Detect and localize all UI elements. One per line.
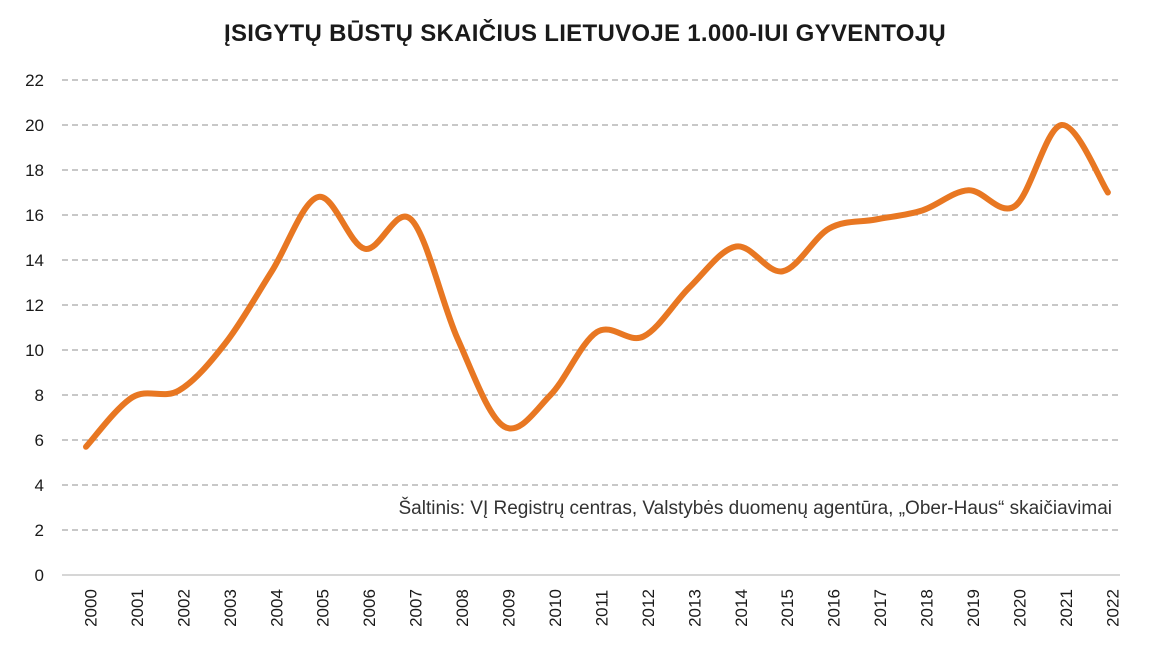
- x-tick-label: 2013: [685, 589, 704, 627]
- y-tick-label: 20: [25, 116, 44, 135]
- x-tick-label: 2019: [964, 589, 983, 627]
- y-tick-label: 4: [35, 476, 44, 495]
- x-tick-label: 2015: [778, 589, 797, 627]
- x-tick-label: 2016: [825, 589, 844, 627]
- chart-title: ĮSIGYTŲ BŪSTŲ SKAIČIUS LIETUVOJE 1.000-I…: [224, 20, 946, 47]
- y-tick-label: 6: [35, 431, 44, 450]
- y-tick-label: 0: [35, 566, 44, 585]
- x-tick-label: 2009: [500, 589, 519, 627]
- y-tick-label: 12: [25, 296, 44, 315]
- x-tick-label: 2005: [314, 589, 333, 627]
- x-tick-label: 2003: [221, 589, 240, 627]
- source-note: Šaltinis: VĮ Registrų centras, Valstybės…: [398, 497, 1112, 519]
- x-tick-label: 2000: [81, 589, 100, 627]
- y-tick-label: 10: [25, 341, 44, 360]
- x-tick-label: 2002: [174, 589, 193, 627]
- x-tick-label: 2022: [1103, 589, 1122, 627]
- y-tick-label: 14: [25, 251, 44, 270]
- x-tick-label: 2020: [1010, 589, 1029, 627]
- series-line: [83, 122, 1111, 450]
- grid-layer: [62, 79, 1120, 576]
- y-tick-label: 18: [25, 161, 44, 180]
- x-tick-label: 2006: [360, 589, 379, 627]
- y-tick-label: 22: [25, 71, 44, 90]
- y-tick-label: 2: [35, 521, 44, 540]
- y-tick-label: 8: [35, 386, 44, 405]
- x-tick-label: 2012: [639, 589, 658, 627]
- x-tick-label: 2017: [871, 589, 890, 627]
- y-tick-label: 16: [25, 206, 44, 225]
- x-tick-label: 2021: [1057, 589, 1076, 627]
- x-tick-label: 2001: [128, 589, 147, 627]
- x-tick-label: 2007: [407, 589, 426, 627]
- x-tick-label: 2014: [732, 589, 751, 627]
- x-tick-label: 2011: [592, 590, 611, 627]
- series-layer: [83, 122, 1111, 450]
- x-tick-label: 2018: [918, 589, 937, 627]
- y-axis-ticks: 0 2 4 6 8 10 12 14 16 18 20 22: [25, 71, 44, 585]
- x-axis-ticks: 2000 2001 2002 2003 2004 2005 2006 2007 2008 2009…: [81, 589, 1122, 627]
- x-tick-label: 2010: [546, 589, 565, 627]
- x-tick-label: 2008: [453, 589, 472, 627]
- x-tick-label: 2004: [267, 589, 286, 627]
